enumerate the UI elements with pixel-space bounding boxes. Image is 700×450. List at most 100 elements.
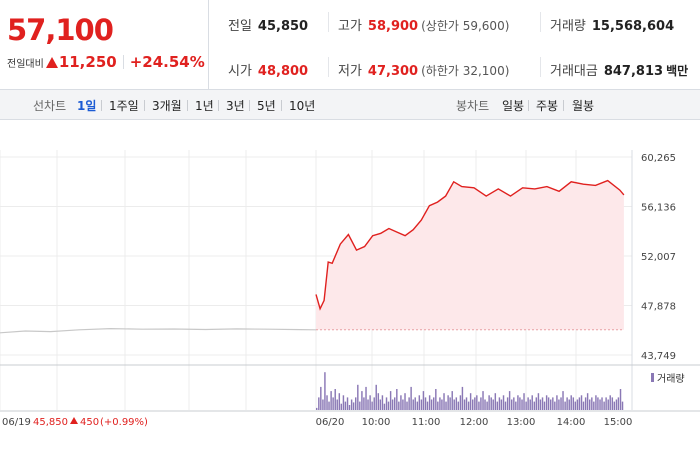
stat-sub: 백만: [666, 64, 689, 78]
volume-bar: [426, 401, 429, 410]
volume-bar: [492, 399, 494, 410]
stat-value: 15,568,604: [591, 19, 675, 34]
volume-bar: [350, 399, 353, 410]
volume-bar: [383, 403, 386, 410]
volume-bar: [500, 399, 503, 410]
tab-daily-candle[interactable]: 일봉: [502, 99, 525, 113]
price-line: [315, 179, 625, 311]
tab-5year[interactable]: 5년: [257, 99, 276, 113]
volume-bar: [599, 399, 601, 410]
tab-3year[interactable]: 3년: [226, 99, 245, 113]
volume-bar: [504, 401, 507, 410]
volume-bar: [398, 401, 400, 410]
divider: [540, 12, 541, 32]
volume-bar: [564, 401, 566, 410]
volume-bar: [318, 397, 320, 410]
price-box: 57,100 전일대비 11,250 +24.54%: [0, 0, 209, 90]
volume-bar: [529, 399, 531, 410]
volume-bar: [453, 399, 455, 410]
stat-key: 저가: [338, 64, 362, 79]
stat-value: 847,813: [603, 64, 664, 79]
volume-bar: [568, 399, 570, 410]
stat-value: 58,900: [367, 19, 419, 34]
volume-bar: [550, 399, 552, 410]
stat-volume: 거래량 15,568,604: [550, 15, 674, 34]
volume-bar: [330, 391, 332, 410]
volume-bar: [400, 395, 402, 410]
volume-bar: [461, 386, 464, 410]
volume-bar: [502, 395, 505, 410]
stat-value: 45,850: [257, 19, 309, 34]
volume-bar: [621, 401, 624, 410]
volume-bar: [320, 386, 322, 410]
divider: [281, 100, 282, 111]
volume-bar: [465, 397, 468, 410]
volume-bar: [441, 399, 443, 410]
volume-bar: [447, 395, 449, 410]
volume-bar: [404, 393, 406, 410]
volume-bar: [601, 397, 603, 410]
divider: [328, 57, 329, 77]
volume-bar: [498, 397, 501, 410]
stat-key: 시가: [228, 64, 252, 79]
volume-bar: [496, 401, 499, 410]
volume-bar: [359, 401, 361, 410]
volume-legend-label: 거래량: [657, 373, 685, 385]
volume-bar: [338, 393, 341, 410]
volume-bar: [603, 401, 605, 410]
volume-bar: [556, 395, 558, 410]
volume-bar: [369, 395, 371, 410]
volume-bar: [521, 399, 523, 410]
tab-3month[interactable]: 3개월: [152, 99, 182, 113]
tab-1day[interactable]: 1일: [77, 99, 97, 113]
volume-bar: [414, 397, 416, 410]
stat-prev-close: 전일 45,850: [228, 15, 308, 34]
volume-bar: [408, 397, 410, 410]
up-triangle-icon: [70, 417, 78, 424]
previous-day-line: [0, 327, 317, 334]
volume-bar: [543, 401, 546, 410]
volume-bar: [613, 401, 616, 410]
tab-10year[interactable]: 10년: [289, 99, 316, 113]
volume-bar: [336, 399, 338, 410]
volume-bar: [609, 395, 611, 410]
volume-bar: [580, 395, 583, 410]
volume-bar: [428, 395, 431, 410]
volume-bar: [515, 401, 517, 410]
volume-bar: [394, 397, 396, 410]
stat-high: 고가 58,900 (상한가 59,600): [338, 15, 509, 34]
volume-bar: [582, 401, 585, 410]
volume-bar: [437, 401, 439, 410]
volume-bar: [619, 389, 622, 410]
tab-monthly-candle[interactable]: 월봉: [572, 99, 595, 113]
change-percent: +24.54%: [129, 53, 205, 71]
divider: [563, 100, 564, 111]
volume-bar: [373, 397, 375, 410]
volume-bar: [593, 401, 595, 410]
volume-bar: [420, 399, 423, 410]
tab-1week[interactable]: 1주일: [109, 99, 139, 113]
volume-bar: [591, 397, 593, 410]
volume-bar: [494, 393, 497, 410]
volume-bar: [560, 397, 562, 410]
stat-key: 고가: [338, 19, 362, 34]
stat-open: 시가 48,800: [228, 60, 308, 79]
volume-bar: [381, 395, 384, 410]
tab-1year[interactable]: 1년: [195, 99, 214, 113]
volume-bar: [355, 397, 357, 410]
previous-day-date: 06/19: [2, 417, 31, 428]
volume-bar: [478, 401, 480, 410]
volume-bar: [484, 399, 486, 410]
volume-bar: [566, 397, 568, 410]
divider: [144, 100, 145, 111]
volume-bar: [459, 395, 462, 410]
up-triangle-icon: [45, 57, 58, 68]
stat-sub: (상한가 59,600): [421, 19, 510, 33]
volume-bar: [531, 395, 533, 410]
tab-weekly-candle[interactable]: 주봉: [536, 99, 559, 113]
volume-bar: [326, 395, 328, 410]
y-tick-label: 43,749: [641, 351, 676, 362]
volume-bar: [402, 399, 404, 410]
volume-bar: [589, 399, 591, 410]
volume-bar: [537, 393, 540, 410]
